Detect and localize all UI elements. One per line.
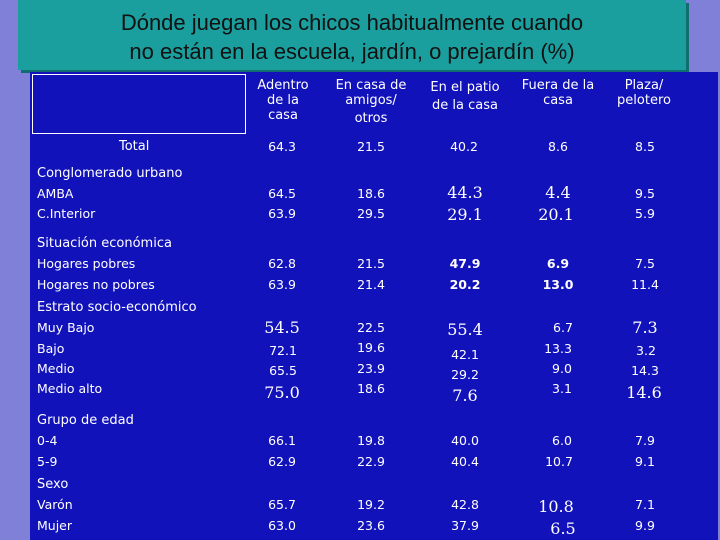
- cell: 65.7: [268, 497, 296, 512]
- cell: 40.0: [451, 433, 479, 448]
- cell: 6.9: [546, 256, 570, 271]
- cell: 7.9: [635, 433, 655, 448]
- cell: 75.0: [264, 383, 300, 402]
- group-label-edad: Grupo de edad: [37, 413, 134, 428]
- cell: 10.7: [545, 454, 573, 469]
- group-label-situacion: Situación económica: [37, 236, 172, 251]
- cell: 29.1: [447, 205, 483, 224]
- slide-title: Dónde juegan los chicos habitualmente cu…: [18, 8, 686, 66]
- cell: 40.4: [451, 454, 479, 469]
- table-panel: [30, 72, 718, 540]
- row-label-0-4: 0-4: [37, 433, 58, 448]
- cell: 19.6: [357, 340, 385, 355]
- cell: 29.2: [451, 367, 479, 382]
- cell: 3.2: [636, 343, 656, 358]
- row-label-medio: Medio: [37, 361, 75, 376]
- row-label-mujer: Mujer: [37, 518, 73, 533]
- cell: 9.1: [635, 454, 655, 469]
- row-label-varon: Varón: [37, 497, 73, 512]
- cell: 7.6: [452, 386, 478, 405]
- cell: 66.1: [268, 433, 296, 448]
- cell: 64.5: [268, 186, 296, 201]
- cell: 6.7: [553, 320, 573, 335]
- cell: 63.9: [268, 206, 296, 221]
- title-line-1: Dónde juegan los chicos habitualmente cu…: [120, 10, 584, 35]
- cell: 4.4: [545, 183, 571, 202]
- cell: 20.1: [538, 205, 574, 224]
- cell: 23.9: [357, 361, 385, 376]
- cell: 23.6: [357, 518, 385, 533]
- title-banner: [18, 0, 686, 70]
- cell: 63.9: [268, 277, 296, 292]
- cell: 42.8: [451, 497, 479, 512]
- total-value: 40.2: [450, 139, 478, 154]
- cell: 19.2: [357, 497, 385, 512]
- cell: 18.6: [357, 381, 385, 396]
- row-label-no-pobres: Hogares no pobres: [37, 277, 155, 292]
- cell: 20.2: [449, 277, 481, 292]
- column-header-fuera: Fuera de la casa: [521, 78, 595, 108]
- cell: 6.5: [550, 519, 576, 538]
- group-label-sexo: Sexo: [37, 477, 69, 492]
- cell: 63.0: [268, 518, 296, 533]
- total-value: 64.3: [268, 139, 296, 154]
- row-label-pobres: Hogares pobres: [37, 256, 136, 271]
- row-label-cinterior: C.Interior: [37, 206, 96, 221]
- cell: 62.9: [268, 454, 296, 469]
- cell: 22.9: [357, 454, 385, 469]
- row-label-medio-alto: Medio alto: [37, 381, 103, 396]
- cell: 3.1: [552, 381, 572, 396]
- cell: 62.8: [268, 256, 296, 271]
- cell: 55.4: [447, 320, 483, 339]
- cell: 5.9: [635, 206, 655, 221]
- cell: 7.1: [635, 497, 655, 512]
- title-line-2: no están en la escuela, jardín, o prejar…: [129, 39, 575, 64]
- total-value: 8.5: [635, 139, 655, 154]
- row-label-5-9: 5-9: [37, 454, 58, 469]
- cell: 54.5: [264, 318, 300, 337]
- cell: 19.8: [357, 433, 385, 448]
- cell: 13.0: [542, 277, 574, 292]
- column-header-adentro: Adentro de la casa: [257, 78, 309, 123]
- group-label-conglomerado: Conglomerado urbano: [37, 166, 183, 181]
- cell: 10.8: [538, 497, 574, 516]
- cell: 47.9: [449, 256, 481, 271]
- cell: 21.4: [357, 277, 385, 292]
- cell: 9.9: [635, 518, 655, 533]
- cell: 21.5: [357, 256, 385, 271]
- column-header-plaza: Plaza/pelotero: [617, 78, 671, 108]
- cell: 13.3: [544, 341, 572, 356]
- cell: 37.9: [451, 518, 479, 533]
- column-header-amigos: En casa de amigos/otros: [335, 78, 407, 126]
- total-value: 8.6: [548, 139, 568, 154]
- group-label-estrato: Estrato socio-económico: [37, 300, 197, 315]
- cell: 9.5: [635, 186, 655, 201]
- cell: 7.3: [632, 318, 658, 337]
- cell: 72.1: [269, 343, 297, 358]
- total-value: 21.5: [357, 139, 385, 154]
- cell: 9.0: [552, 361, 572, 376]
- cell: 11.4: [631, 277, 659, 292]
- column-header-patio: En el patio de la casa: [430, 80, 500, 113]
- cell: 29.5: [357, 206, 385, 221]
- cell: 44.3: [447, 183, 483, 202]
- cell: 6.0: [552, 433, 572, 448]
- cell: 7.5: [635, 256, 655, 271]
- row-label-muy-bajo: Muy Bajo: [37, 320, 95, 335]
- row-label-amba: AMBA: [37, 186, 74, 201]
- cell: 42.1: [451, 347, 479, 362]
- cell: 65.5: [269, 363, 297, 378]
- row-header-box: [32, 74, 246, 134]
- cell: 14.3: [631, 363, 659, 378]
- cell: 18.6: [357, 186, 385, 201]
- row-label-bajo: Bajo: [37, 341, 65, 356]
- total-label: Total: [119, 139, 150, 154]
- cell: 14.6: [626, 383, 662, 402]
- cell: 22.5: [357, 320, 385, 335]
